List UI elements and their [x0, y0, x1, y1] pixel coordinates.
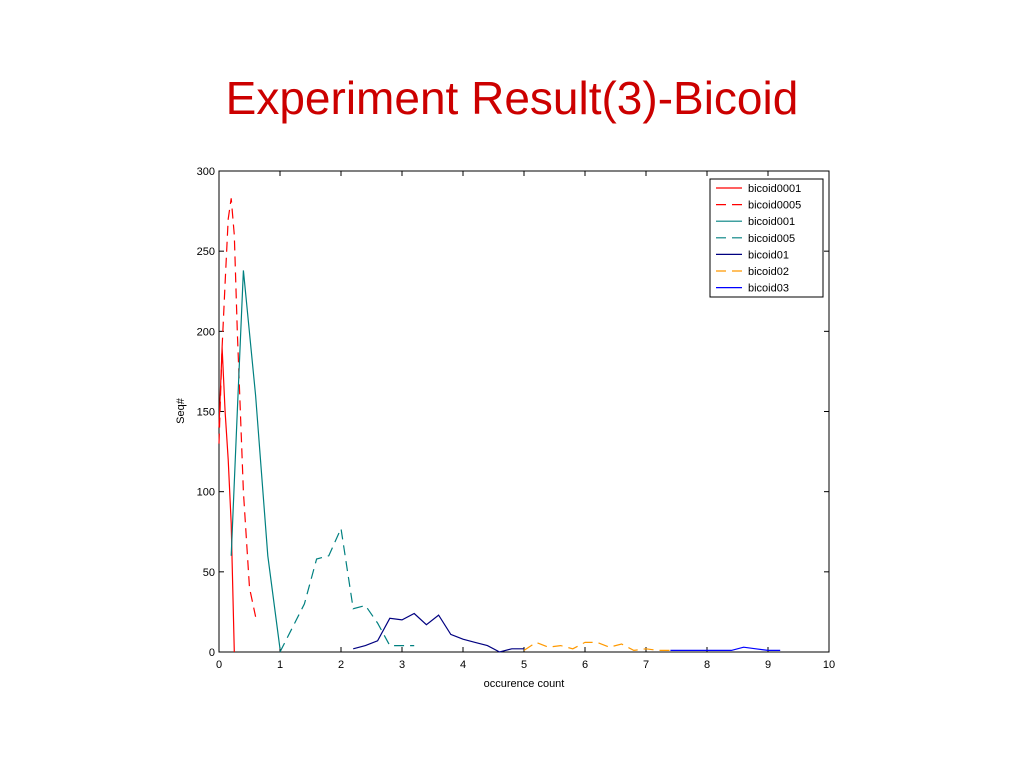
- series-line-bicoid03: [670, 646, 781, 652]
- x-axis: 0 1 2 3 4 5 6 7 8 9 10: [216, 171, 835, 671]
- y-tick-label: 250: [197, 246, 215, 258]
- series-line-bicoid005: [279, 526, 415, 653]
- x-tick-label: 5: [521, 659, 527, 671]
- series-line-bicoid001: [230, 270, 281, 649]
- legend-label-bicoid0005: bicoid0005: [748, 200, 801, 212]
- x-tick-label: 7: [643, 659, 649, 671]
- series-line-bicoid0001: [218, 347, 235, 653]
- y-tick-label: 0: [209, 647, 215, 659]
- y-tick-label: 50: [203, 567, 215, 579]
- series-line-bicoid01: [353, 612, 524, 653]
- x-tick-label: 10: [823, 659, 835, 671]
- x-axis-label: occurence count: [484, 678, 565, 690]
- legend-box: [709, 178, 824, 298]
- legend: bicoid0001 bicoid0005 bicoid001 bicoid005 bi…: [709, 178, 824, 298]
- x-tick-label: 8: [704, 659, 710, 671]
- legend-label-bicoid03: bicoid03: [748, 283, 789, 295]
- x-tick-label: 2: [338, 659, 344, 671]
- y-axis: 0 50 100 150 200 250 300: [197, 166, 829, 659]
- legend-label-bicoid0001: bicoid0001: [748, 183, 801, 195]
- legend-label-bicoid005: bicoid005: [748, 233, 795, 245]
- series-line-bicoid02: [523, 641, 671, 652]
- series-line-bicoid0005: [218, 198, 257, 617]
- y-tick-label: 150: [197, 407, 215, 419]
- x-tick-label: 6: [582, 659, 588, 671]
- y-tick-label: 100: [197, 487, 215, 499]
- x-tick-label: 3: [399, 659, 405, 671]
- legend-label-bicoid01: bicoid01: [748, 249, 789, 261]
- slide-title: Experiment Result(3)-Bicoid: [225, 72, 799, 124]
- x-tick-label: 9: [765, 659, 771, 671]
- x-tick-label: 4: [460, 659, 466, 671]
- legend-label-bicoid02: bicoid02: [748, 266, 789, 278]
- x-tick-label: 0: [216, 659, 222, 671]
- y-tick-label: 300: [197, 166, 215, 178]
- legend-label-bicoid001: bicoid001: [748, 216, 795, 228]
- y-tick-label: 200: [197, 326, 215, 338]
- x-tick-label: 1: [277, 659, 283, 671]
- y-axis-label: Seq#: [175, 397, 187, 424]
- plot-area: 0 50 100 150 200 250 300 0 1 2 3 4 5 6 7 8 9 10 occurenc…: [175, 166, 835, 690]
- legend-items: bicoid0001 bicoid0005 bicoid001 bicoid005 bi…: [716, 183, 801, 295]
- series-group: [218, 198, 781, 653]
